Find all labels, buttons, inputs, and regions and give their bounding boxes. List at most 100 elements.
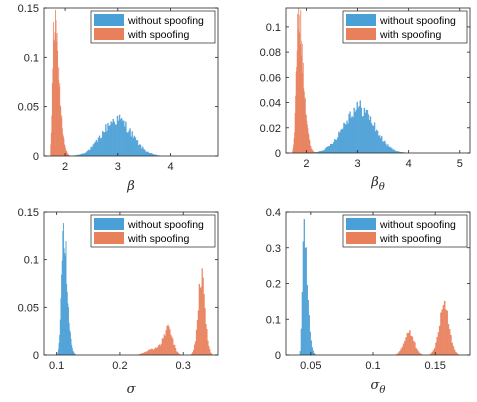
histogram-bar — [309, 139, 310, 153]
histogram-bar — [128, 130, 130, 156]
panel-4: 0.05 0.1 0.15 0 0.1 0.2 0.3 0.4 σθ without spoofi… — [266, 207, 471, 396]
histogram-bar — [76, 155, 79, 156]
histogram-bar — [345, 124, 347, 153]
histogram-bar — [69, 332, 71, 355]
histogram-bar — [303, 88, 305, 153]
histogram-bar — [416, 349, 419, 355]
histogram-bar — [436, 336, 439, 355]
legend-entry: with spoofing — [379, 29, 441, 41]
histogram-bar — [61, 115, 63, 156]
histogram-bar — [81, 153, 84, 156]
histogram-bar — [387, 144, 389, 153]
histogram-bar — [143, 352, 145, 355]
histogram-bar — [365, 109, 368, 153]
legend-swatch — [346, 28, 376, 40]
x-axis-label: σθ — [371, 378, 386, 396]
histogram-bar — [393, 149, 395, 153]
histogram-bar — [329, 143, 332, 153]
axes-box — [43, 7, 219, 157]
histogram-bar — [336, 139, 338, 153]
x-tick-label: 3 — [115, 161, 121, 173]
histogram-bar — [451, 342, 453, 355]
histogram-bar — [310, 340, 312, 355]
histogram-bar — [104, 132, 106, 156]
histogram-bar — [343, 122, 345, 153]
histogram-bar — [141, 148, 143, 156]
legend-swatch — [94, 218, 124, 230]
histogram-bar — [412, 340, 415, 355]
histogram-bar — [166, 325, 168, 355]
histogram-bar — [397, 151, 399, 153]
histogram-bar — [141, 353, 144, 355]
histogram-bar — [64, 144, 65, 156]
histogram-bar — [201, 268, 203, 355]
histogram-bar — [58, 342, 60, 355]
legend-entry: with spoofing — [379, 233, 441, 245]
histogram-bar — [175, 351, 178, 355]
histogram-bar — [59, 83, 61, 156]
histogram-bar — [161, 338, 163, 355]
histogram-bar — [440, 312, 442, 355]
histogram-bar — [55, 9, 56, 156]
histogram-bar — [375, 129, 378, 153]
histogram-bar — [54, 41, 55, 156]
histogram-bar — [151, 153, 153, 156]
histogram-bar — [372, 125, 375, 153]
histogram-bar — [313, 151, 315, 153]
histogram-bar — [173, 344, 175, 355]
legend-entry: without spoofing — [127, 15, 204, 27]
legend: without spoofing with spoofing — [90, 214, 216, 248]
histogram-bar — [394, 150, 396, 153]
histogram-bar — [359, 100, 361, 153]
histogram-bar — [146, 351, 148, 355]
histogram-bar — [94, 141, 97, 156]
x-axis-label: β — [126, 179, 135, 194]
histogram-bar — [391, 148, 393, 153]
histogram-bar — [347, 123, 349, 153]
histogram-bar — [369, 116, 372, 153]
histogram-bar — [62, 133, 64, 156]
histogram-bar — [88, 149, 90, 156]
histogram-bar — [363, 107, 366, 153]
histogram-bar — [116, 115, 119, 156]
histogram-bar — [153, 349, 155, 355]
histogram-bar — [382, 141, 384, 153]
histogram-bar — [50, 132, 52, 156]
histogram-bar — [176, 351, 179, 355]
histogram-bar — [71, 345, 73, 355]
histogram-bar — [313, 353, 315, 355]
panel-2: 2 3 4 5 0 0.02 0.04 0.06 0.08 0.1 βθ without spoofi… — [260, 7, 471, 193]
y-tick-label: 0 — [33, 350, 39, 362]
x-tick-label: 2 — [303, 158, 309, 170]
legend-swatch — [346, 14, 376, 26]
series-without-spoofing — [56, 223, 76, 355]
histogram-bar — [192, 352, 194, 355]
y-tick-label: 0.15 — [18, 3, 39, 15]
histogram-bar — [132, 137, 134, 156]
histogram-bar — [302, 73, 304, 153]
histogram-bar — [301, 291, 303, 355]
legend-entry: without spoofing — [379, 15, 456, 27]
histogram-bar — [370, 123, 373, 153]
histogram-bar — [324, 148, 327, 153]
histogram-bar — [143, 148, 145, 156]
histogram-bar — [60, 298, 62, 355]
histogram-bar — [374, 131, 377, 153]
histogram-bar — [395, 151, 397, 153]
histogram-bar — [445, 309, 447, 355]
histogram-bar — [307, 132, 309, 153]
histogram-bar — [92, 144, 94, 156]
histogram-bar — [211, 353, 213, 355]
histogram-bar — [55, 20, 57, 156]
histogram-bar — [398, 151, 400, 153]
histogram-bar — [169, 329, 171, 355]
y-tick-label: 0.15 — [18, 207, 39, 219]
histogram-bar — [367, 114, 370, 153]
histogram-bar — [400, 348, 402, 355]
histogram-bar — [304, 248, 306, 355]
histogram-bar — [401, 346, 404, 355]
x-tick-label: 3 — [354, 158, 360, 170]
legend-entry: with spoofing — [127, 29, 189, 41]
histogram-bar — [392, 149, 394, 153]
histogram-bar — [200, 286, 202, 355]
